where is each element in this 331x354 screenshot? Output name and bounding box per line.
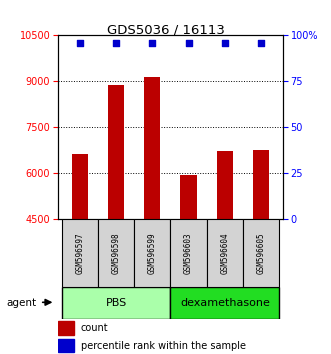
Bar	[134, 219, 170, 287]
Bar	[71, 154, 88, 219]
Text: count: count	[81, 323, 109, 333]
Text: agent: agent	[7, 298, 37, 308]
Text: dexamethasone: dexamethasone	[180, 298, 270, 308]
Point	[222, 40, 228, 46]
Bar	[170, 219, 207, 287]
Text: percentile rank within the sample: percentile rank within the sample	[81, 341, 246, 350]
Point	[77, 40, 82, 46]
Text: GSM596605: GSM596605	[257, 232, 266, 274]
Bar	[98, 219, 134, 287]
Point	[150, 40, 155, 46]
Bar	[243, 219, 279, 287]
Point	[259, 40, 264, 46]
Text: GSM596598: GSM596598	[112, 232, 120, 274]
Bar	[62, 219, 98, 287]
Text: GDS5036 / 16113: GDS5036 / 16113	[107, 23, 224, 36]
Bar	[207, 219, 243, 287]
Bar	[180, 175, 197, 219]
Text: GSM596603: GSM596603	[184, 232, 193, 274]
Text: PBS: PBS	[105, 298, 127, 308]
Bar	[170, 287, 279, 319]
Point	[186, 40, 191, 46]
Bar	[108, 85, 124, 219]
Bar	[62, 287, 170, 319]
Point	[113, 40, 118, 46]
Bar	[58, 339, 74, 352]
Text: GSM596599: GSM596599	[148, 232, 157, 274]
Bar	[217, 152, 233, 219]
Bar	[253, 150, 269, 219]
Bar	[144, 77, 161, 219]
Text: GSM596604: GSM596604	[220, 232, 229, 274]
Text: GSM596597: GSM596597	[75, 232, 84, 274]
Bar	[58, 321, 74, 335]
